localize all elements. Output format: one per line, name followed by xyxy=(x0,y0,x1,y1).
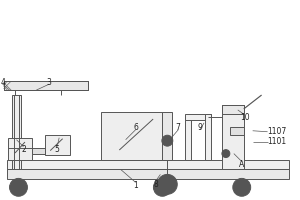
Circle shape xyxy=(239,185,244,190)
Circle shape xyxy=(153,178,171,196)
Text: 4: 4 xyxy=(0,78,5,87)
Bar xyxy=(162,112,172,160)
Bar xyxy=(7,169,290,179)
Bar xyxy=(4,81,88,90)
Bar xyxy=(222,105,244,169)
Circle shape xyxy=(162,135,173,146)
Circle shape xyxy=(158,174,177,194)
Circle shape xyxy=(160,185,165,190)
Bar xyxy=(205,114,211,160)
Bar xyxy=(4,81,88,90)
Text: 10: 10 xyxy=(240,113,250,122)
Text: 5: 5 xyxy=(55,145,60,154)
Bar xyxy=(230,127,244,135)
Bar xyxy=(7,160,290,169)
Text: 9: 9 xyxy=(198,123,203,132)
Bar xyxy=(222,105,244,114)
Text: 2: 2 xyxy=(21,145,26,154)
Bar xyxy=(185,117,191,160)
Text: 1: 1 xyxy=(133,181,138,190)
Bar xyxy=(45,135,70,155)
Circle shape xyxy=(233,178,251,196)
Text: 6: 6 xyxy=(133,123,138,132)
Text: 8: 8 xyxy=(153,180,158,189)
Bar xyxy=(8,138,32,160)
Bar xyxy=(11,95,22,169)
Text: A: A xyxy=(239,160,244,169)
Text: 7: 7 xyxy=(176,123,181,132)
Text: 3: 3 xyxy=(47,78,52,87)
Circle shape xyxy=(165,182,169,186)
Bar xyxy=(32,148,45,154)
Bar xyxy=(101,112,162,160)
Circle shape xyxy=(222,150,230,158)
Circle shape xyxy=(16,185,21,190)
Bar xyxy=(185,114,211,120)
Text: 1107: 1107 xyxy=(268,127,287,136)
Circle shape xyxy=(10,178,27,196)
Text: 1101: 1101 xyxy=(268,137,287,146)
